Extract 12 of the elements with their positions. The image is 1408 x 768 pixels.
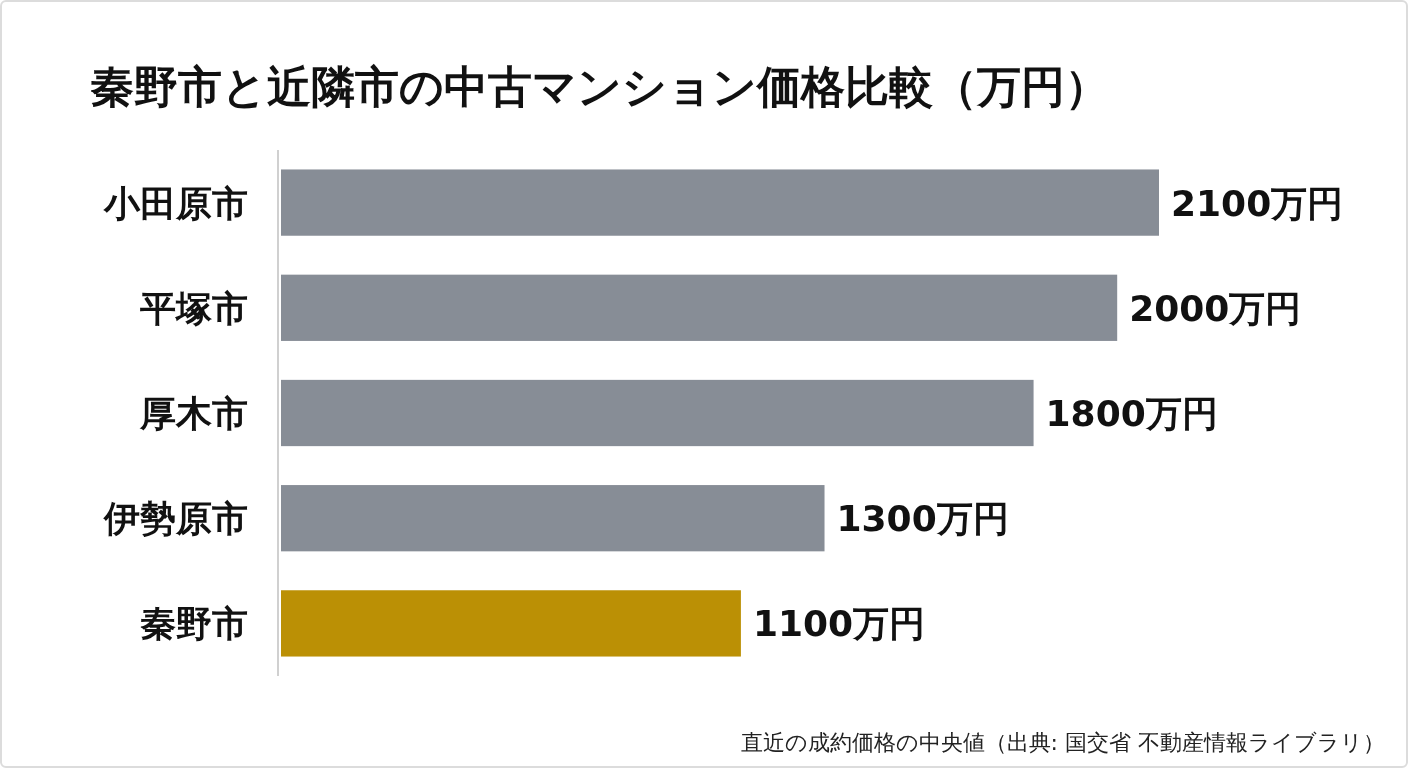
y-tick-label: 厚木市 bbox=[139, 393, 248, 434]
data-label: 1300万円 bbox=[836, 498, 1009, 540]
y-tick-label: 伊勢原市 bbox=[103, 498, 248, 540]
text: 直近の成約価格の中央値（出典: 国交省 不動産情報ライブラリ） bbox=[740, 730, 1385, 755]
data-label: 1800万円 bbox=[1045, 393, 1218, 434]
data-label: 2000万円 bbox=[1129, 287, 1302, 329]
y-tick-label: 秦野市 bbox=[140, 603, 248, 645]
y-tick-label: 平塚市 bbox=[140, 287, 248, 329]
y-tick-label: 小田原市 bbox=[103, 182, 248, 224]
data-label: 2100万円 bbox=[1171, 182, 1344, 224]
chart-title: 秦野市と近隣市の中古マンション価格比較（万円） bbox=[90, 61, 1109, 112]
data-label: 1100万円 bbox=[752, 603, 926, 645]
